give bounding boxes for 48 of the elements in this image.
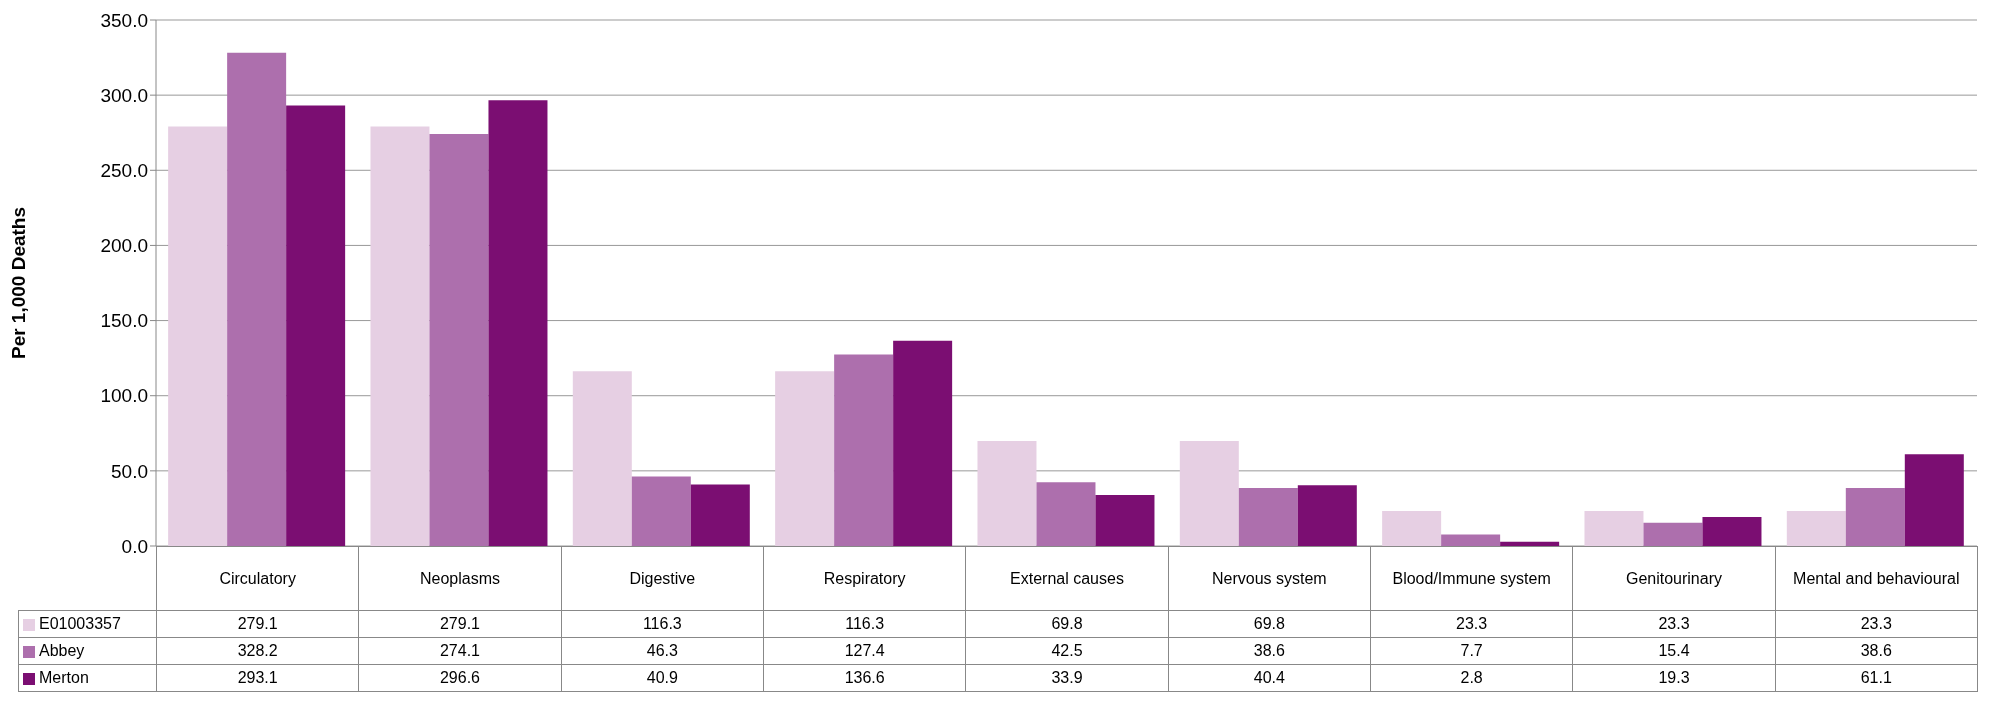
data-label: 19.3 xyxy=(1572,664,1776,692)
data-label: 296.6 xyxy=(358,664,562,692)
data-label: 274.1 xyxy=(358,637,562,665)
data-label: 40.4 xyxy=(1168,664,1371,692)
x-tick-label: Mental and behavioural xyxy=(1775,546,1978,611)
data-label: 7.7 xyxy=(1370,637,1573,665)
data-label: 293.1 xyxy=(156,664,359,692)
data-label: 38.6 xyxy=(1168,637,1371,665)
x-tick-label: Genitourinary xyxy=(1572,546,1776,611)
x-tick-label: Neoplasms xyxy=(358,546,562,611)
y-tick-label: 50.0 xyxy=(111,460,148,482)
data-label: 15.4 xyxy=(1572,637,1776,665)
data-label: 279.1 xyxy=(358,610,562,638)
x-tick-label: Blood/Immune system xyxy=(1370,546,1573,611)
y-tick-label: 150.0 xyxy=(100,310,148,332)
y-tick-label: 300.0 xyxy=(100,84,148,106)
data-label: 33.9 xyxy=(965,664,1169,692)
data-label: 69.8 xyxy=(1168,610,1371,638)
data-label: 23.3 xyxy=(1775,610,1978,638)
data-label: 116.3 xyxy=(763,610,966,638)
data-label: 61.1 xyxy=(1775,664,1978,692)
legend-label: E01003357 xyxy=(18,610,157,638)
x-tick-label: Digestive xyxy=(561,546,764,611)
y-tick-label: 200.0 xyxy=(100,235,148,257)
data-label: 136.6 xyxy=(763,664,966,692)
data-label: 40.9 xyxy=(561,664,764,692)
data-label: 23.3 xyxy=(1572,610,1776,638)
data-label: 116.3 xyxy=(561,610,764,638)
y-tick-label: 250.0 xyxy=(100,160,148,182)
data-label: 279.1 xyxy=(156,610,359,638)
data-label: 69.8 xyxy=(965,610,1169,638)
data-label: 2.8 xyxy=(1370,664,1573,692)
x-tick-label: Circulatory xyxy=(156,546,359,611)
x-tick-label: External causes xyxy=(965,546,1169,611)
x-tick-label: Nervous system xyxy=(1168,546,1371,611)
data-label: 127.4 xyxy=(763,637,966,665)
y-tick-label: 100.0 xyxy=(100,385,148,407)
y-tick-label: 350.0 xyxy=(100,9,148,31)
legend-label: Abbey xyxy=(18,637,157,665)
data-label: 38.6 xyxy=(1775,637,1978,665)
x-tick-label: Respiratory xyxy=(763,546,966,611)
data-label: 328.2 xyxy=(156,637,359,665)
legend-label: Merton xyxy=(18,664,157,692)
data-label: 23.3 xyxy=(1370,610,1573,638)
y-tick-label: 0.0 xyxy=(121,535,148,557)
data-label: 46.3 xyxy=(561,637,764,665)
y-axis-title: Per 1,000 Deaths xyxy=(7,206,29,360)
data-label: 42.5 xyxy=(965,637,1169,665)
